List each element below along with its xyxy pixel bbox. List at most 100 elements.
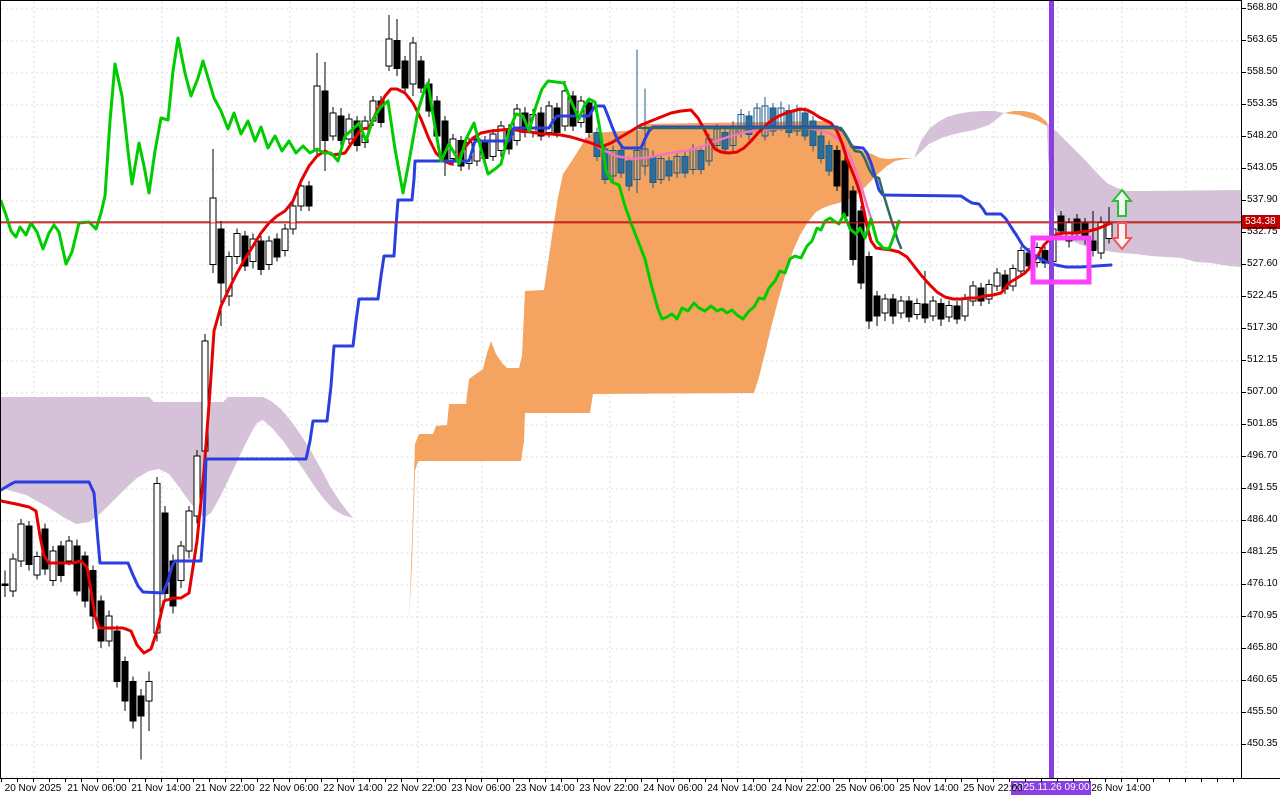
price-tick-label: 507.00	[1247, 386, 1278, 397]
price-axis-tick	[1242, 391, 1246, 393]
time-axis-tick	[97, 779, 98, 782]
candle-bearish	[585, 102, 593, 134]
price-axis-tick	[1242, 647, 1246, 649]
candle-bullish	[297, 185, 305, 207]
time-axis-tick	[401, 779, 402, 782]
time-axis-tick	[273, 779, 274, 782]
time-axis-tick	[833, 779, 834, 782]
time-axis-tick	[1121, 779, 1122, 782]
time-tick-label: 24 Nov 22:00	[771, 783, 831, 794]
price-tick-label: 568.80	[1247, 2, 1278, 13]
time-axis-tick	[881, 779, 882, 782]
time-tick-label: 20 Nov 2025	[4, 783, 62, 794]
candle-bullish	[33, 555, 41, 576]
time-axis-tick	[1041, 779, 1042, 782]
candle-bearish	[137, 695, 145, 717]
time-axis-tick	[625, 779, 626, 782]
candle-bullish	[17, 523, 25, 562]
candle-bullish	[897, 300, 905, 314]
time-axis-tick	[673, 779, 674, 782]
candle-bearish	[817, 135, 825, 160]
candle-bullish	[961, 298, 969, 317]
candle-bullish	[513, 108, 521, 142]
price-tick-label: 491.55	[1247, 482, 1278, 493]
candle-bearish	[937, 303, 945, 320]
price-axis-tick	[1242, 679, 1246, 681]
price-tick-label: 470.95	[1247, 610, 1278, 621]
current-price-badge: 534.38	[1242, 214, 1280, 229]
price-axis-tick	[1242, 711, 1246, 713]
chart-canvas[interactable]	[0, 0, 1241, 778]
candle-bearish	[865, 255, 873, 322]
time-axis-tick	[705, 779, 706, 782]
candle-bullish	[153, 483, 161, 634]
price-axis-tick	[1242, 39, 1246, 41]
candle-bullish	[673, 155, 681, 174]
time-tick-label: 21 Nov 06:00	[67, 783, 127, 794]
price-tick-label: 532.75	[1247, 226, 1278, 237]
time-tick-label: 25 Nov 22:00	[963, 783, 1023, 794]
candle-bullish	[385, 38, 393, 67]
price-axis-tick	[1242, 135, 1246, 137]
candle-bearish	[785, 109, 793, 134]
time-axis-tick	[993, 779, 994, 782]
price-axis-tick	[1242, 359, 1246, 361]
time-axis-tick	[433, 779, 434, 782]
price-axis-tick	[1242, 455, 1246, 457]
candle-bullish	[185, 510, 193, 552]
time-tick-label: 21 Nov 22:00	[195, 783, 255, 794]
ichimoku-cloud-thistle	[1047, 123, 1241, 267]
candle-bearish	[665, 160, 673, 177]
price-axis-tick	[1242, 199, 1246, 201]
price-tick-label: 460.65	[1247, 674, 1278, 685]
time-axis-tick	[801, 779, 802, 782]
time-axis-tick	[1, 779, 2, 782]
time-axis-tick	[913, 779, 914, 782]
time-axis-tick	[1169, 779, 1170, 782]
price-tick-label: 481.25	[1247, 546, 1278, 557]
teal-ma-line	[637, 126, 903, 250]
time-axis-tick	[1137, 779, 1138, 782]
time-axis-tick	[129, 779, 130, 782]
candle-bullish	[1017, 250, 1025, 272]
candle-bearish	[809, 120, 817, 147]
price-axis-tick	[1242, 103, 1246, 105]
time-axis-tick	[561, 779, 562, 782]
price-axis[interactable]: 534.38 568.80 563.65 558.50 553.35 548.20 543…	[1241, 0, 1280, 778]
candle-bullish	[313, 85, 321, 152]
candle-bullish	[993, 272, 1001, 287]
time-axis-tick	[577, 779, 578, 782]
ichimoku-cloud-orange	[409, 121, 914, 621]
time-tick-label: 21 Nov 14:00	[131, 783, 191, 794]
time-axis-tick	[1009, 779, 1010, 782]
time-axis-tick	[513, 779, 514, 782]
candle-bearish	[1041, 250, 1049, 264]
price-tick-label: 548.20	[1247, 130, 1278, 141]
candle-bullish	[497, 125, 505, 152]
time-axis-tick	[961, 779, 962, 782]
candle-bearish	[393, 40, 401, 70]
time-axis-tick	[753, 779, 754, 782]
price-axis-tick	[1242, 583, 1246, 585]
candle-bullish	[329, 112, 337, 137]
time-axis-tick	[49, 779, 50, 782]
candle-bullish	[489, 133, 497, 157]
time-axis-tick	[81, 779, 82, 782]
time-tick-label: 24 Nov 14:00	[707, 783, 767, 794]
candle-bullish	[657, 158, 665, 180]
price-axis-tick	[1242, 743, 1246, 745]
price-tick-label: 517.30	[1247, 322, 1278, 333]
candle-bullish	[265, 240, 273, 265]
candle-bearish	[889, 298, 897, 317]
candle-bullish	[289, 205, 297, 230]
time-axis-tick	[1201, 779, 1202, 782]
time-axis[interactable]: 2025.11.26 09:00 20 Nov 2025 21 Nov 06:00…	[0, 778, 1280, 800]
candle-bearish	[849, 190, 857, 260]
chart-plot-area[interactable]	[1, 1, 1241, 778]
price-tick-label: 522.45	[1247, 290, 1278, 301]
price-tick-label: 563.65	[1247, 34, 1278, 45]
candle-bearish	[121, 660, 129, 702]
price-tick-label: 496.70	[1247, 450, 1278, 461]
price-tick-label: 537.90	[1247, 194, 1278, 205]
time-axis-tick	[785, 779, 786, 782]
